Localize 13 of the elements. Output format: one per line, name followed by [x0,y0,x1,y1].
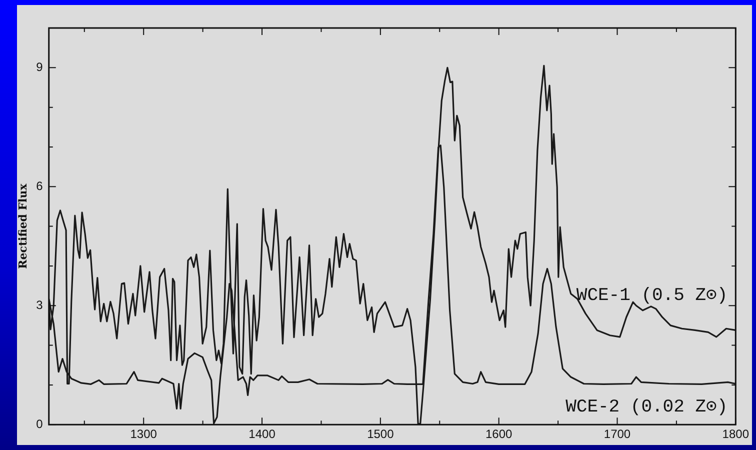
x-tick-label: 1300 [130,427,158,442]
x-tick-label: 1400 [248,427,276,442]
y-tick-label: 6 [36,178,44,193]
y-tick-label: 9 [36,60,44,74]
y-axis-title: Rectified Flux [16,183,30,269]
x-tick-label: 1500 [367,427,394,442]
legend-label: WCE-2 (0.02 Z⊙) [566,398,728,418]
legend-label: WCE-1 (0.5 Z⊙) [576,286,728,306]
x-tick-label: 1600 [485,427,512,442]
x-tick-label: 1700 [604,427,631,442]
x-tick-label: 1800 [722,427,750,442]
y-tick-label: 0 [36,416,44,431]
y-tick-label: 3 [36,298,44,312]
